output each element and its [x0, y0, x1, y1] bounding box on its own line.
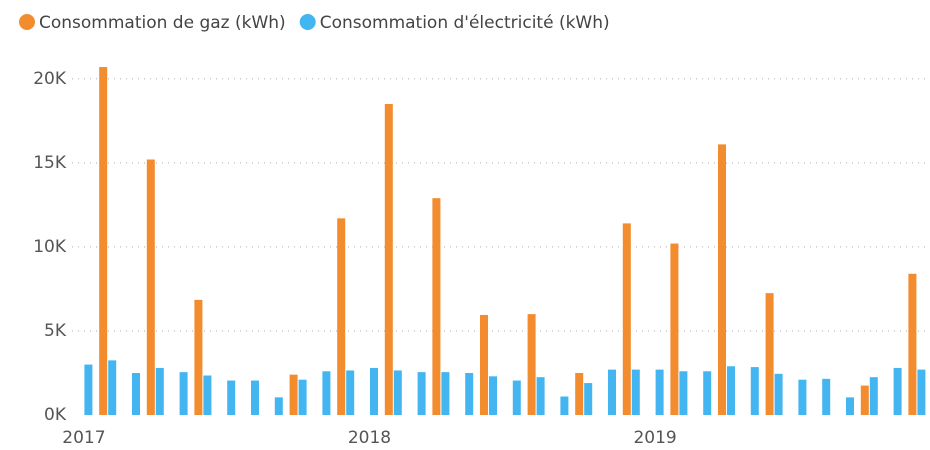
- bar: [370, 367, 378, 415]
- bar: [227, 380, 236, 415]
- bar: [917, 369, 926, 415]
- bar: [908, 273, 917, 415]
- bar: [846, 397, 854, 415]
- bar: [465, 372, 474, 415]
- bar: [251, 380, 259, 415]
- x-tick-label: 2017: [62, 428, 105, 448]
- bar: [384, 104, 393, 416]
- legend-label: Consommation d'électricité (kWh): [320, 13, 610, 33]
- bar: [84, 364, 93, 415]
- bar: [670, 243, 679, 415]
- bar: [527, 314, 536, 415]
- bar: [146, 159, 155, 415]
- bar: [774, 373, 783, 415]
- bar: [322, 371, 331, 415]
- bar: [274, 397, 283, 415]
- bar: [512, 380, 521, 415]
- bar: [417, 372, 426, 415]
- bar: [560, 396, 569, 415]
- legend: Consommation de gaz (kWh) Consommation d'…: [19, 13, 610, 33]
- bar: [337, 218, 346, 415]
- bar: [489, 376, 497, 415]
- bar: [679, 371, 688, 415]
- bar: [622, 223, 631, 415]
- bar: [608, 369, 616, 415]
- bar: [393, 370, 402, 415]
- legend-marker: [299, 14, 316, 30]
- bar: [798, 379, 807, 415]
- bar: [203, 375, 212, 415]
- legend-label: Consommation de gaz (kWh): [39, 13, 286, 33]
- bar: [536, 377, 545, 415]
- bar: [346, 370, 355, 415]
- bar: [727, 366, 735, 415]
- bar: [822, 378, 831, 415]
- bar: [194, 299, 203, 415]
- bar: [869, 377, 878, 415]
- bar: [179, 372, 188, 415]
- y-tick-label: 10K: [33, 237, 67, 257]
- bar: [480, 314, 488, 415]
- bar: [99, 67, 108, 416]
- bar: [108, 360, 117, 415]
- bar: [765, 293, 774, 415]
- x-tick-label: 2019: [633, 428, 676, 448]
- bar: [718, 144, 726, 415]
- bar: [703, 371, 712, 415]
- bar: [155, 367, 164, 415]
- bar: [289, 374, 298, 415]
- legend-marker: [19, 14, 35, 30]
- bar: [441, 372, 450, 415]
- y-tick-label: 5K: [44, 321, 67, 341]
- bar: [655, 369, 664, 415]
- y-tick-label: 15K: [33, 153, 67, 173]
- y-tick-label: 20K: [33, 69, 67, 89]
- bar: [575, 372, 584, 415]
- bar: [584, 383, 593, 415]
- bar: [750, 367, 759, 415]
- y-tick-label: 0K: [44, 405, 67, 425]
- bar: [631, 369, 640, 415]
- x-tick-label: 2018: [348, 428, 391, 448]
- bar: [298, 379, 307, 415]
- bar: [860, 385, 869, 415]
- bar: [432, 198, 441, 415]
- bar: [132, 372, 140, 415]
- bar: [893, 367, 902, 415]
